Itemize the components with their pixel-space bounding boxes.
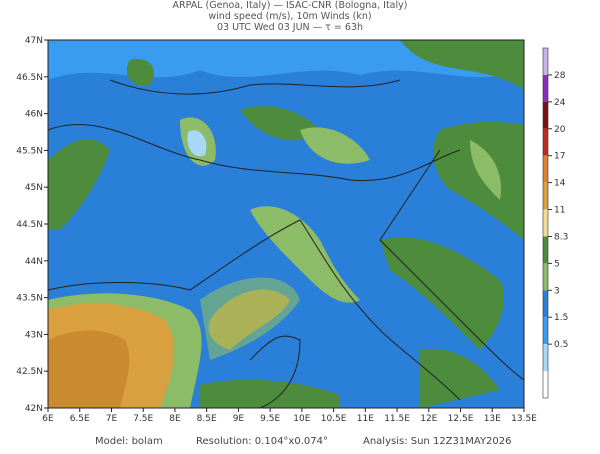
- lat-label: 46.5N: [16, 73, 43, 83]
- lon-label: 12E: [420, 414, 437, 424]
- lon-label: 7.5E: [133, 414, 153, 424]
- lat-label: 43.5N: [16, 294, 43, 304]
- lat-label: 42N: [25, 404, 43, 414]
- lon-label: 8.5E: [197, 414, 217, 424]
- lon-label: 13E: [484, 414, 501, 424]
- colorbar-segment: [543, 74, 548, 102]
- colorbar-label: 28: [554, 71, 566, 81]
- lon-label: 6E: [42, 414, 54, 424]
- colorbar-segment: [543, 101, 548, 129]
- colorbar-segment: [543, 317, 548, 345]
- lon-label: 6.5E: [70, 414, 90, 424]
- lon-label: 12.5E: [448, 414, 474, 424]
- lon-label: 9E: [233, 414, 245, 424]
- lon-label: 10.5E: [321, 414, 347, 424]
- header-line: 03 UTC Wed 03 JUN — τ = 63h: [217, 22, 363, 33]
- colorbar-segment: [543, 371, 548, 398]
- lon-label: 8E: [169, 414, 181, 424]
- lat-label: 45.5N: [16, 146, 43, 156]
- colorbar-label: 5: [554, 259, 560, 269]
- footer-resolution: Resolution: 0.104°x0.074°: [196, 436, 328, 447]
- colorbar-label: 17: [554, 152, 565, 162]
- lat-label: 44.5N: [16, 220, 43, 230]
- lon-label: 11.5E: [384, 414, 410, 424]
- lat-label: 45N: [25, 183, 43, 193]
- colorbar-label: 20: [554, 125, 566, 135]
- colorbar-label: 0.5: [554, 340, 568, 350]
- colorbar-label: 8.3: [554, 232, 568, 242]
- colorbar-label: 1.5: [554, 313, 568, 323]
- header-line: wind speed (m/s), 10m Winds (kn): [208, 11, 371, 22]
- lat-label: 47N: [25, 36, 43, 46]
- colorbar-segment: [543, 209, 548, 237]
- colorbar-frame: [542, 47, 549, 399]
- colorbar-segment: [543, 48, 548, 75]
- lon-label: 7E: [106, 414, 118, 424]
- coastlines: [48, 79, 524, 408]
- colorbar-label: 24: [554, 98, 566, 108]
- lon-label: 10E: [293, 414, 310, 424]
- colorbar-segment: [543, 344, 548, 372]
- footer-analysis: Analysis: Sun 12Z31MAY2026: [363, 436, 512, 447]
- lon-label: 9.5E: [260, 414, 280, 424]
- colorbar-segment: [543, 128, 548, 156]
- lon-label: 13.5E: [511, 414, 537, 424]
- colorbar-segment: [543, 155, 548, 183]
- footer: Model: bolam Resolution: 0.104°x0.074° A…: [95, 436, 512, 447]
- lat-label: 44N: [25, 257, 43, 267]
- lat-label: 46N: [25, 110, 43, 120]
- colorbar-segment: [543, 182, 548, 210]
- footer-model: Model: bolam: [95, 436, 163, 447]
- lat-label: 42.5N: [16, 367, 43, 377]
- map-field: [48, 40, 524, 408]
- colorbar-segment: [543, 236, 548, 264]
- colorbar-segment: [543, 263, 548, 291]
- colorbar-label: 11: [554, 206, 565, 216]
- header: ARPAL (Genoa, Italy) — ISAC-CNR (Bologna…: [173, 0, 408, 33]
- lat-axis: 47N 46.5N 46N 45.5N 45N 44.5N 44N 43.5N 43N 42.5N…: [16, 36, 48, 414]
- colorbar-segment: [543, 290, 548, 318]
- colorbar-label: 3: [554, 286, 560, 296]
- header-line: ARPAL (Genoa, Italy) — ISAC-CNR (Bologna…: [173, 0, 408, 11]
- lat-label: 43N: [25, 330, 43, 340]
- lon-axis: 6E 6.5E 7E 7.5E 8E 8.5E 9E 9.5E 10E 10.5E 11E 11.5E…: [42, 408, 537, 424]
- colorbar: 28 24 20 17 14 11 8.3 5 3 1.5 0.5: [542, 47, 568, 399]
- lon-label: 11E: [357, 414, 374, 424]
- colorbar-label: 14: [554, 179, 566, 189]
